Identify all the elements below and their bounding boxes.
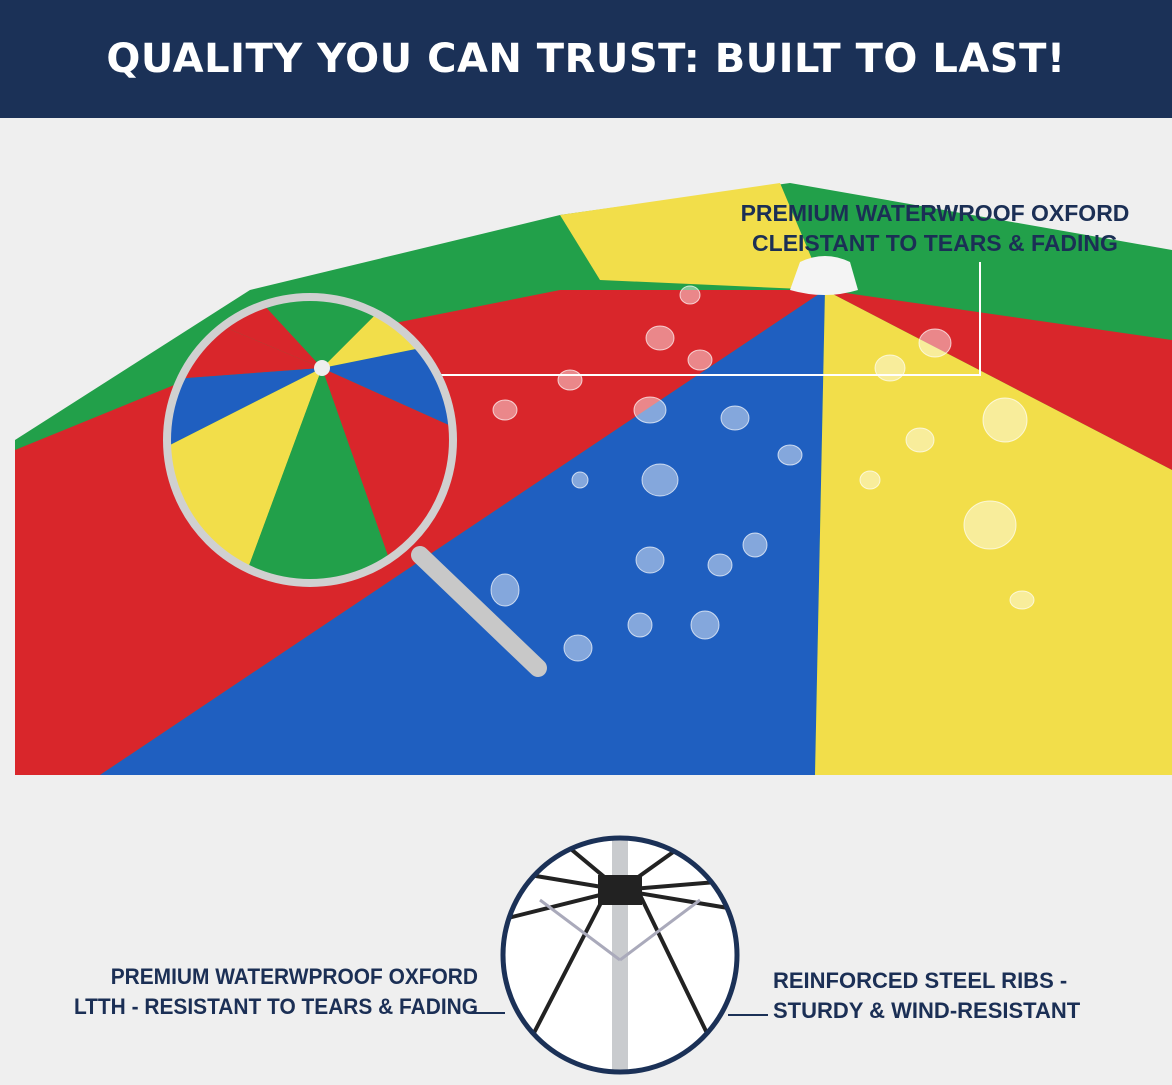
magnifier-handle [411,546,547,677]
header-banner: QUALITY YOU CAN TRUST: BUILT TO LAST! [0,0,1172,118]
callout-line-2: STURDY & WIND-RESISTANT [773,998,1081,1023]
canopy-tip [790,256,858,295]
umbrella-ribs-illustration [470,835,768,1075]
ribs-circle-frame [500,835,740,1075]
callout-ribs: REINFORCED STEEL RIBS - STURDY & WIND-RE… [773,966,1172,1026]
water-droplets [490,285,1035,662]
callout-line-2: LTTH - RESISTANT TO TEARS & FADING [73,994,478,1019]
callout-line-1: REINFORCED STEEL RIBS - [773,968,1068,993]
callout-fabric-bottom: PREMIUM WATERWPROOF OXFORD LTTH - RESIST… [24,962,478,1022]
umbrella-canopy-photo [0,118,1172,778]
magnifier-ring [163,293,457,587]
page-title: QUALITY YOU CAN TRUST: BUILT TO LAST! [106,36,1066,82]
callout-line-1: PREMIUM WATERWPROOF OXFORD [110,964,479,989]
callout-fabric-top: PREMIUM WATERWROOF OXFORD CLEISTANT TO T… [700,198,1170,258]
callout-line-2: CLEISTANT TO TEARS & FADING [752,230,1118,256]
canopy-yellow-top-panel [560,183,825,290]
canopy-yellow-right-panel [815,290,1172,775]
canopy-blue-panel [100,290,825,775]
callout-line-top [440,262,981,376]
callout-line-1: PREMIUM WATERWROOF OXFORD [740,200,1130,226]
